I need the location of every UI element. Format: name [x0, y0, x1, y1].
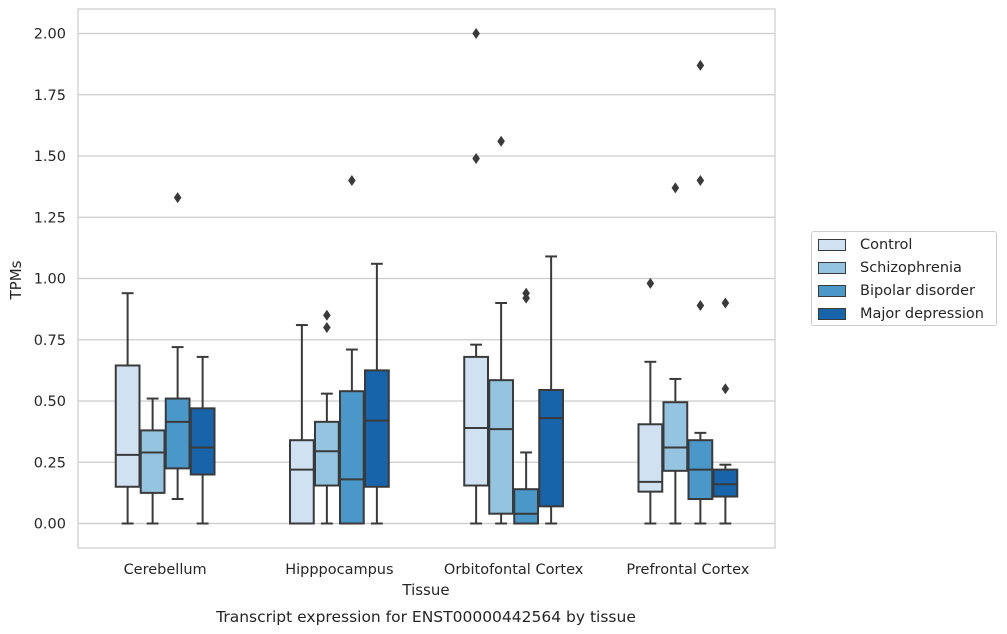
outlier-marker — [721, 297, 730, 309]
box-iqr — [139, 429, 166, 494]
outlier-marker — [646, 277, 655, 289]
legend-item-major-depression: Major depression — [818, 304, 984, 324]
outlier-marker — [721, 383, 730, 395]
x-tick-labels: Cerebellum Hipppocampus Orbitofontal Corte… — [124, 562, 750, 578]
outlier-marker — [323, 309, 331, 321]
legend-label: Control — [860, 237, 913, 253]
outlier-marker — [522, 287, 530, 299]
x-tick-label: Orbitofontal Cortex — [444, 562, 584, 578]
y-tick-label: 2.00 — [34, 27, 66, 43]
outlier-marker — [497, 135, 505, 147]
chart-title: Transcript expression for ENST0000044256… — [215, 608, 636, 626]
box-0-0 — [114, 292, 141, 525]
box-iqr — [712, 468, 739, 498]
box-iqr — [662, 401, 689, 472]
box-iqr — [339, 390, 365, 525]
outlier-marker — [696, 175, 705, 186]
y-tick-label: 1.25 — [34, 210, 66, 226]
x-tick-label: Hipppocampus — [285, 562, 393, 578]
box-iqr — [189, 407, 216, 476]
box-1-1 — [313, 309, 340, 525]
y-tick-labels: 0.00 0.25 0.50 0.75 1.00 1.25 1.50 1.75 2.00 — [34, 27, 66, 533]
outlier-marker — [671, 182, 680, 194]
y-tick-label: 1.75 — [34, 88, 66, 104]
x-tick-label: Prefrontal Cortex — [626, 562, 749, 578]
outlier-marker — [696, 59, 705, 71]
box-3-1 — [662, 182, 689, 525]
box-1-3 — [364, 262, 390, 525]
legend-label: Schizophrenia — [860, 260, 962, 276]
legend-swatch — [818, 239, 846, 251]
y-tick-label: 1.00 — [34, 272, 66, 288]
legend: Control Schizophrenia Bipolar disorder M… — [811, 231, 997, 326]
box-2-0 — [463, 28, 489, 525]
legend-label: Major depression — [860, 306, 984, 322]
box-1-0 — [288, 324, 315, 525]
box-iqr — [164, 397, 191, 470]
legend-label: Bipolar disorder — [860, 283, 975, 299]
box-iqr — [637, 423, 664, 493]
outlier-marker — [472, 28, 480, 39]
box-2-1 — [488, 135, 514, 525]
legend-item-bipolar-disorder: Bipolar disorder — [818, 281, 975, 301]
x-tick-label: Cerebellum — [124, 562, 207, 578]
outlier-marker — [323, 322, 331, 333]
box-iqr — [114, 364, 141, 488]
y-tick-label: 0.25 — [34, 455, 66, 471]
y-tick-label: 0.00 — [34, 517, 66, 533]
box-iqr — [488, 379, 514, 515]
box-iqr — [364, 369, 390, 488]
outlier-marker — [472, 152, 480, 164]
box-0-2 — [164, 192, 191, 500]
legend-swatch — [818, 285, 846, 297]
box-3-3 — [712, 297, 739, 525]
y-axis-label: TPMs — [7, 260, 25, 300]
legend-item-control: Control — [818, 235, 912, 255]
box-2-3 — [538, 255, 565, 525]
y-tick-label: 1.50 — [34, 149, 66, 165]
box-1-2 — [339, 175, 365, 525]
box-2-2 — [513, 287, 540, 525]
outlier-marker — [173, 192, 182, 204]
box-iqr — [538, 388, 565, 508]
legend-item-schizophrenia: Schizophrenia — [818, 258, 962, 278]
legend-swatch — [818, 308, 846, 320]
legend-swatch — [818, 262, 846, 274]
plot-frame — [77, 8, 776, 549]
outlier-marker — [348, 175, 356, 186]
outlier-marker — [696, 299, 705, 311]
box-3-0 — [637, 277, 664, 525]
box-groups — [114, 28, 739, 525]
box-3-2 — [687, 59, 714, 525]
box-0-3 — [189, 355, 216, 525]
box-0-1 — [139, 397, 166, 525]
box-iqr — [288, 439, 315, 525]
box-iqr — [313, 420, 340, 487]
box-iqr — [513, 488, 540, 525]
y-tick-label: 0.75 — [34, 333, 66, 349]
x-axis-label: Tissue — [401, 581, 449, 599]
box-iqr — [463, 355, 489, 487]
y-tick-label: 0.50 — [34, 394, 66, 410]
